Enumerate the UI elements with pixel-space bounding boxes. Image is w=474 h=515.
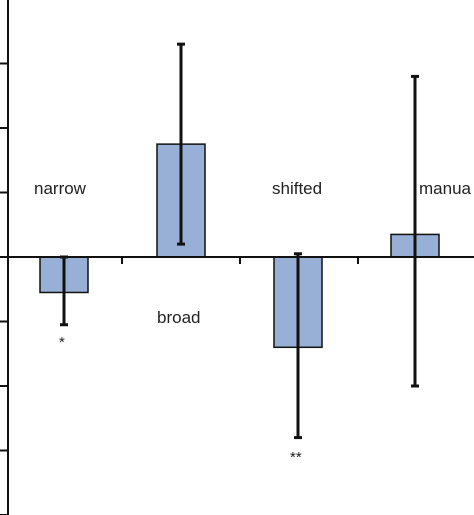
x-ticks bbox=[121, 257, 359, 264]
error-bar-broad bbox=[177, 42, 185, 246]
error-bar-shifted bbox=[294, 252, 302, 440]
category-label-manual: manua bbox=[419, 179, 472, 198]
error-bar-narrow bbox=[60, 255, 68, 327]
significance-marker-shifted: ** bbox=[290, 449, 302, 466]
y-ticks bbox=[0, 62, 8, 515]
category-label-narrow: narrow bbox=[34, 179, 87, 198]
error-bar-manual bbox=[411, 74, 419, 388]
category-label-broad: broad bbox=[157, 308, 200, 327]
bars bbox=[39, 143, 440, 349]
error-bars bbox=[60, 42, 419, 440]
significance-marker-narrow: * bbox=[59, 334, 65, 351]
category-label-shifted: shifted bbox=[272, 179, 322, 198]
